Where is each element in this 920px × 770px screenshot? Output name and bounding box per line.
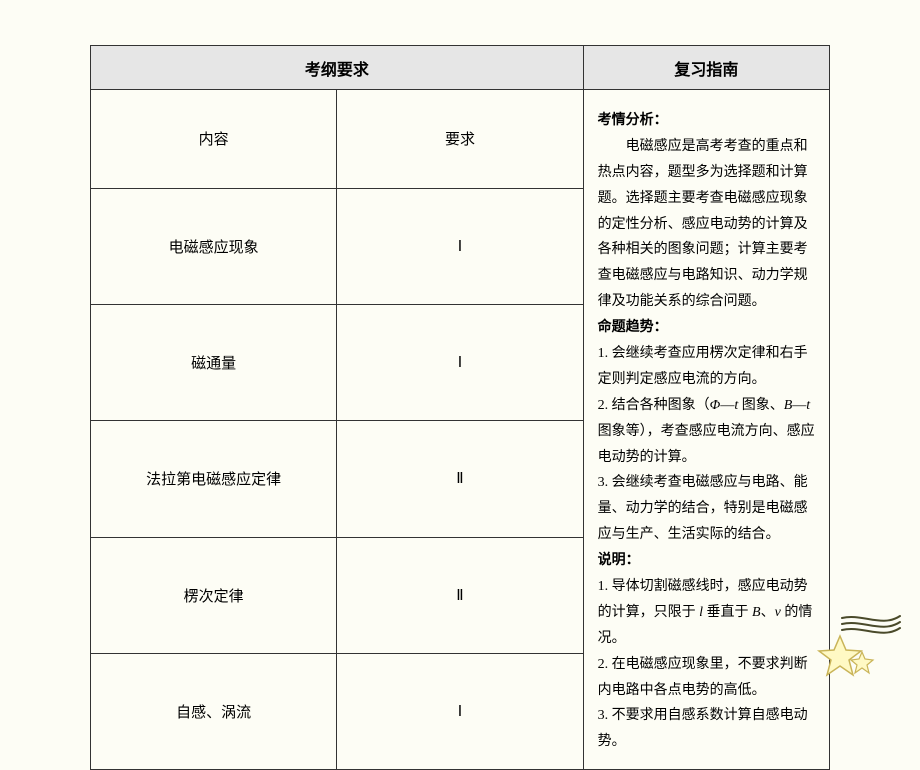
guide-h2: 命题趋势： xyxy=(598,315,815,341)
row-level: Ⅰ xyxy=(337,188,583,304)
row-topic: 电磁感应现象 xyxy=(91,188,337,304)
guide-l1: 1. 会继续考查应用楞次定律和右手定则判定感应电流的方向。 xyxy=(598,341,815,393)
guide-s2: 2. 在电磁感应现象里，不要求判断内电路中各点电势的高低。 xyxy=(598,652,815,704)
header-right: 复习指南 xyxy=(583,46,829,90)
guide-l2phi: Φ xyxy=(710,398,721,413)
guide-p1: 电磁感应是高考考查的重点和热点内容，题型多为选择题和计算题。选择题主要考查电磁感… xyxy=(598,134,815,315)
syllabus-table: 考纲要求 复习指南 内容 要求 考情分析： 电磁感应是高考考查的重点和热点内容，… xyxy=(90,45,830,770)
guide-l2: 2. 结合各种图象（Φ—t 图象、B—t 图象等），考查感应电流方向、感应电动势… xyxy=(598,393,815,471)
guide-l2a: 2. 结合各种图象（ xyxy=(598,398,710,413)
row-topic: 自感、涡流 xyxy=(91,653,337,769)
guide-l3: 3. 会继续考查电磁感应与电路、能量、动力学的结合，特别是电磁感应与生产、生活实… xyxy=(598,470,815,548)
row-level: Ⅰ xyxy=(337,653,583,769)
row-topic: 法拉第电磁感应定律 xyxy=(91,421,337,537)
guide-s1b: 垂直于 xyxy=(703,605,752,620)
guide-l2dash1: — xyxy=(720,398,734,413)
row-level: Ⅰ xyxy=(337,304,583,420)
guide-l2mid: 图象、 xyxy=(738,398,784,413)
guide-l2t2: t xyxy=(806,398,810,413)
guide-l2b: 图象等），考查感应电流方向、感应电动势的计算。 xyxy=(598,424,815,465)
subheader-content: 内容 xyxy=(91,90,337,189)
guide-h3: 说明： xyxy=(598,548,815,574)
row-topic: 磁通量 xyxy=(91,304,337,420)
guide-l2B: B xyxy=(784,398,793,413)
guide-s1c: 、 xyxy=(761,605,775,620)
guide-s1B: B xyxy=(752,605,761,620)
row-topic: 楞次定律 xyxy=(91,537,337,653)
header-left: 考纲要求 xyxy=(91,46,584,90)
guide-l2dash2: — xyxy=(792,398,806,413)
decorative-star-icon xyxy=(812,608,902,678)
row-level: Ⅱ xyxy=(337,537,583,653)
guide-s1: 1. 导体切割磁感线时，感应电动势的计算，只限于 l 垂直于 B、v 的情况。 xyxy=(598,574,815,652)
row-level: Ⅱ xyxy=(337,421,583,537)
guide-cell: 考情分析： 电磁感应是高考考查的重点和热点内容，题型多为选择题和计算题。选择题主… xyxy=(583,90,829,770)
guide-h1: 考情分析： xyxy=(598,108,815,134)
guide-s3: 3. 不要求用自感系数计算自感电动势。 xyxy=(598,703,815,755)
subheader-level: 要求 xyxy=(337,90,583,189)
